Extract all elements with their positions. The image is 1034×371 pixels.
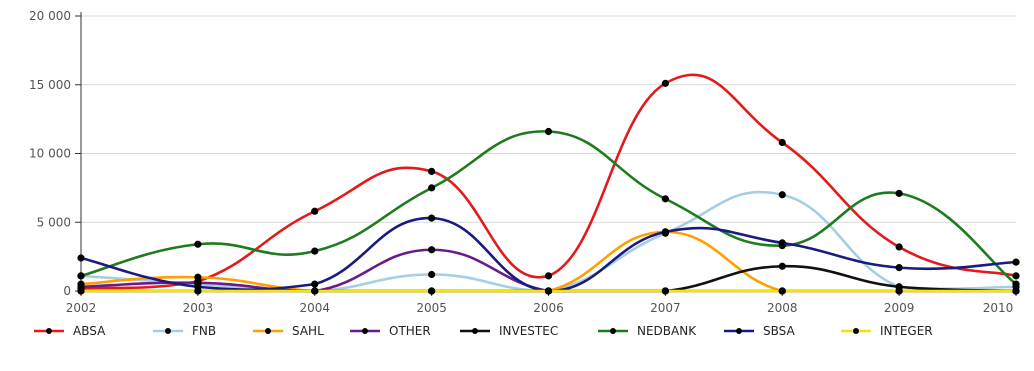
data-point-absa[interactable] xyxy=(311,207,319,215)
data-point-absa[interactable] xyxy=(428,167,436,175)
legend-swatch-marker xyxy=(853,328,859,334)
data-point-integer[interactable] xyxy=(661,287,669,295)
data-point-sbsa[interactable] xyxy=(661,228,669,236)
data-point-sahl[interactable] xyxy=(194,273,202,281)
data-point-integer[interactable] xyxy=(1012,287,1020,295)
legend-label: FNB xyxy=(192,324,216,338)
series-line-nedbank xyxy=(79,130,1018,286)
legend-label: INVESTEC xyxy=(499,324,558,338)
y-tick-label: 5 000 xyxy=(37,215,71,229)
data-point-sbsa[interactable] xyxy=(77,254,85,262)
data-point-sbsa[interactable] xyxy=(778,239,786,247)
data-point-sbsa[interactable] xyxy=(1012,258,1020,266)
legend-label: SAHL xyxy=(292,324,324,338)
data-point-integer[interactable] xyxy=(194,287,202,295)
legend-swatch-marker xyxy=(736,328,742,334)
legend: ABSA FNB SAHL OTHER INVESTEC NEDBANK SBSA INTEG… xyxy=(34,324,933,338)
data-point-nedbank[interactable] xyxy=(895,189,903,197)
series-line-absa xyxy=(79,73,1018,290)
data-point-nedbank[interactable] xyxy=(77,272,85,280)
data-point-absa[interactable] xyxy=(544,272,553,280)
legend-swatch-marker xyxy=(46,328,52,334)
x-tick-label: 2008 xyxy=(767,301,798,315)
legend-swatch-marker xyxy=(472,328,478,334)
data-point-integer[interactable] xyxy=(311,287,319,295)
series-lines xyxy=(79,73,1018,293)
x-tick-label: 2009 xyxy=(884,301,915,315)
data-point-nedbank[interactable] xyxy=(544,127,553,136)
data-point-other[interactable] xyxy=(428,246,436,254)
data-point-sbsa[interactable] xyxy=(428,214,436,222)
data-point-absa[interactable] xyxy=(778,138,786,147)
legend-label: NEDBANK xyxy=(637,324,697,338)
x-tick-label: 2002 xyxy=(66,301,97,315)
legend-item-nedbank[interactable]: NEDBANK xyxy=(598,324,697,338)
data-point-fnb[interactable] xyxy=(778,191,786,199)
data-point-integer[interactable] xyxy=(895,287,903,295)
legend-item-absa[interactable]: ABSA xyxy=(34,324,106,338)
data-point-nedbank[interactable] xyxy=(1012,280,1020,288)
data-point-absa[interactable] xyxy=(661,79,669,87)
x-tick-label: 2010 xyxy=(983,301,1014,315)
x-tick-label: 2007 xyxy=(650,301,681,315)
x-tick-label: 2003 xyxy=(183,301,214,315)
data-point-integer[interactable] xyxy=(778,287,786,295)
grid xyxy=(81,15,1016,223)
x-tick-label: 2005 xyxy=(416,301,447,315)
y-tick-label: 15 000 xyxy=(29,78,71,92)
data-point-fnb[interactable] xyxy=(428,270,436,279)
legend-item-investec[interactable]: INVESTEC xyxy=(460,324,558,338)
x-tick-label: 2004 xyxy=(299,301,330,315)
data-point-investec[interactable] xyxy=(778,262,786,270)
y-tick-label: 20 000 xyxy=(29,9,71,23)
legend-label: INTEGER xyxy=(880,324,933,338)
data-point-integer[interactable] xyxy=(544,287,553,295)
data-point-nedbank[interactable] xyxy=(194,240,202,248)
y-tick-label: 0 xyxy=(63,284,71,298)
data-point-sbsa[interactable] xyxy=(895,264,903,272)
data-point-sbsa[interactable] xyxy=(311,280,319,288)
legend-label: OTHER xyxy=(389,324,431,338)
data-point-nedbank[interactable] xyxy=(428,184,436,192)
legend-swatch-marker xyxy=(610,328,616,334)
data-point-integer[interactable] xyxy=(77,287,85,295)
axes: 0 5 000 10 000 15 000 20 000 2002 2003 2004 2005… xyxy=(29,9,1017,315)
data-point-nedbank[interactable] xyxy=(311,247,319,255)
data-point-nedbank[interactable] xyxy=(661,195,669,203)
y-tick-label: 10 000 xyxy=(29,147,71,161)
legend-swatch-marker xyxy=(265,328,271,334)
data-point-absa[interactable] xyxy=(1012,272,1020,280)
data-point-integer[interactable] xyxy=(428,287,436,295)
x-tick-label: 2006 xyxy=(533,301,564,315)
data-points xyxy=(77,79,1020,295)
data-point-absa[interactable] xyxy=(895,243,903,251)
legend-label: ABSA xyxy=(73,324,106,338)
legend-item-sahl[interactable]: SAHL xyxy=(253,324,324,338)
legend-item-sbsa[interactable]: SBSA xyxy=(724,324,795,338)
legend-swatch-marker xyxy=(362,328,368,334)
legend-item-fnb[interactable]: FNB xyxy=(153,324,216,338)
legend-label: SBSA xyxy=(763,324,795,338)
legend-item-other[interactable]: OTHER xyxy=(350,324,431,338)
legend-swatch-marker xyxy=(165,328,171,334)
legend-item-integer[interactable]: INTEGER xyxy=(841,324,933,338)
